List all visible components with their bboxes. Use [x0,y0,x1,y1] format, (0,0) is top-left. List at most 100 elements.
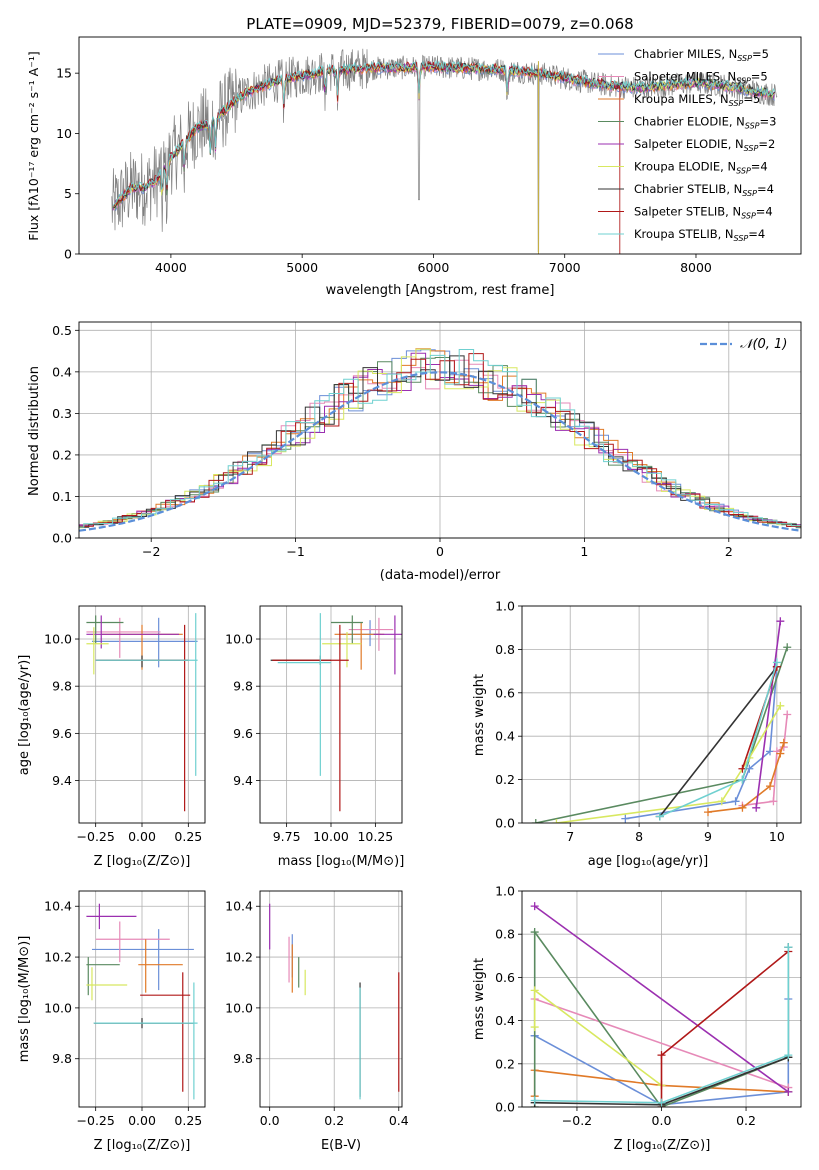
residuals-ytick-label: 0.5 [52,323,72,338]
mass-z-ytick-label: 10.4 [44,899,72,914]
mw-z-marker-kroupa_elodie [530,986,539,995]
mw-age-xtick-label: 9 [704,829,712,844]
age-mass-points [270,613,402,812]
mw-age-marker-kroupa_elodie [776,701,785,710]
residuals-frame [78,321,802,539]
mw-age-marker-kroupa_stelib [738,775,747,784]
age-mass-ytick-label: 9.6 [233,726,253,741]
mass-z-xlabel: Z [log₁₀(Z/Z⊙)] [94,1138,191,1153]
spectrum-xlabel: wavelength [Angstrom, rest frame] [326,283,555,298]
mass-z-ylabel: mass [log₁₀(M/M⊙)] [17,936,32,1063]
age-z-xlabel: Z [log₁₀(Z/Z⊙)] [94,854,191,869]
mw-age-xtick-label: 8 [635,829,643,844]
spectrum-xtick-label: 5000 [286,260,318,275]
mw-z-marker-kroupa_stelib [784,1051,793,1060]
mw-age-line-kroupa_elodie [556,705,781,823]
residuals-xtick-label: 1 [580,544,588,559]
mw-age-marker-chabrier_elodie [531,819,540,823]
mw-z-marker-kroupa_stelib [784,943,793,952]
residuals-hist-chabrier_elodie [79,357,801,529]
spectrum-xtick-label: 6000 [418,260,450,275]
mw-age-marker-salpeter_miles [783,710,792,719]
age-z-xtick-label: 0.00 [128,829,156,844]
mw-z-marker-salpeter_elodie [530,902,539,911]
residuals-xlabel: (data-model)/error [380,568,501,583]
mw-age-marker-chabrier_elodie [783,643,792,652]
mass-ebv-points [269,903,400,1100]
spectrum-model-line-kroupa_stelib [112,59,776,207]
residuals-ytick-label: 0.0 [52,531,72,546]
mw-age-xlabel: age [log₁₀(age/yr)] [588,854,709,869]
legend-label-kroupa_miles: Kroupa MILES, NSSP=5 [634,92,760,108]
mw-z-xlabel: Z [log₁₀(Z/Z⊙)] [614,1138,711,1153]
spectrum-ylabel: Flux [fλ10⁻¹⁷ erg cm⁻² s⁻¹ A⁻¹] [26,51,41,240]
spectrum-legend: Chabrier MILES, NSSP=5 Salpeter MILES, NS… [598,47,776,243]
spectrum-ytick-label: 5 [64,186,72,201]
mass-z-frame [78,890,206,1108]
mw-age-xtick-label: 10 [769,829,785,844]
mass-z-xtick-label: 0.25 [174,1113,202,1128]
mass-z-xtick-label: 0.00 [128,1113,156,1128]
spectrum-xtick-label: 8000 [680,260,712,275]
mass-z-ytick-label: 10.2 [44,950,72,965]
mw-z-ylabel: mass weight [472,958,487,1040]
residuals-ytick-label: 0.4 [52,364,72,379]
mw-age-marker-chabrier_miles [731,797,740,806]
residuals-xtick-label: −1 [286,544,304,559]
mw-z-marker-kroupa_stelib [530,1096,539,1105]
mw-age-line-chabrier_elodie [535,646,788,823]
age-mass-xtick-label: 9.75 [273,829,301,844]
residuals-ytick-label: 0.1 [52,489,72,504]
spectrum-xtick-label: 4000 [155,260,187,275]
residuals-xtick-label: 2 [725,544,733,559]
age-mass-xlabel: mass [log₁₀(M/M⊙)] [278,854,405,869]
mw-z-ytick-label: 0.8 [495,927,515,942]
mw-age-marker-kroupa_miles [779,738,788,747]
mw-z-line-salpeter_elodie [534,905,789,1093]
mw-age-ytick-label: 0.8 [495,642,515,657]
mw-z-ytick-label: 0.2 [495,1056,515,1071]
mw-age-ylabel: mass weight [472,674,487,756]
spectrum-xtick-label: 7000 [549,260,581,275]
mw-z-ytick-label: 0.4 [495,1013,515,1028]
mass-ebv-xtick-label: 0.2 [324,1113,344,1128]
mw-z-marker-salpeter_stelib [657,1051,666,1060]
residuals-hists [79,348,801,532]
mass-ebv-ytick-label: 10.0 [225,1000,253,1015]
legend-label-chabrier_miles: Chabrier MILES, NSSP=5 [634,47,769,63]
mw-age-marker-kroupa_miles [776,749,785,758]
legend-label-kroupa_elodie: Kroupa ELODIE, NSSP=4 [634,160,768,176]
residuals-xtick-label: −2 [142,544,160,559]
mass-ebv-frame [259,890,403,1108]
mw-age-ytick-label: 0.0 [495,816,515,831]
age-mass-ytick-label: 9.8 [233,679,253,694]
residuals-ytick-label: 0.3 [52,406,72,421]
mw-age-line-chabrier_stelib [659,666,778,817]
age-z-ytick-label: 9.4 [52,773,72,788]
mw-z-xtick-label: −0.2 [562,1113,592,1128]
residuals-ylabel: Normed distribution [27,366,42,496]
mass-ebv-ytick-label: 9.8 [233,1051,253,1066]
legend-label-chabrier_elodie: Chabrier ELODIE, NSSP=3 [634,115,776,131]
mw-age-marker-kroupa_miles [704,808,712,817]
residuals-gaussian-line [79,371,801,532]
mass-z-axes: −0.25 0.00 0.25 9.8 10.0 10.2 10.4 [44,891,205,1128]
residuals-hist-kroupa_elodie [79,348,801,529]
spectrum-ytick-label: 0 [64,247,72,262]
mw-age-marker-salpeter_miles [769,797,778,806]
mw-age-marker-chabrier_miles [766,747,774,756]
mass-z-xtick-label: −0.25 [77,1113,115,1128]
mw-z-marker-kroupa_stelib [657,1098,666,1107]
mw-age-marker-kroupa_miles [766,782,774,791]
age-z-ylabel: age [log₁₀(age/yr)] [17,655,32,776]
age-z-axes: −0.25 0.00 0.25 9.4 9.6 9.8 10.0 [44,606,205,844]
mw-age-frame [521,605,802,824]
mw-z-line-salpeter_stelib [660,950,789,1107]
spectrum-lines [111,48,778,254]
age-mass-ytick-label: 9.4 [233,773,253,788]
age-mass-frame [259,605,403,824]
mass-ebv-axes: 0.0 0.2 0.4 9.8 10.0 10.2 10.4 [225,891,409,1128]
mw-z-ytick-label: 0.6 [495,970,515,985]
residuals-hist-chabrier_stelib [79,355,801,528]
